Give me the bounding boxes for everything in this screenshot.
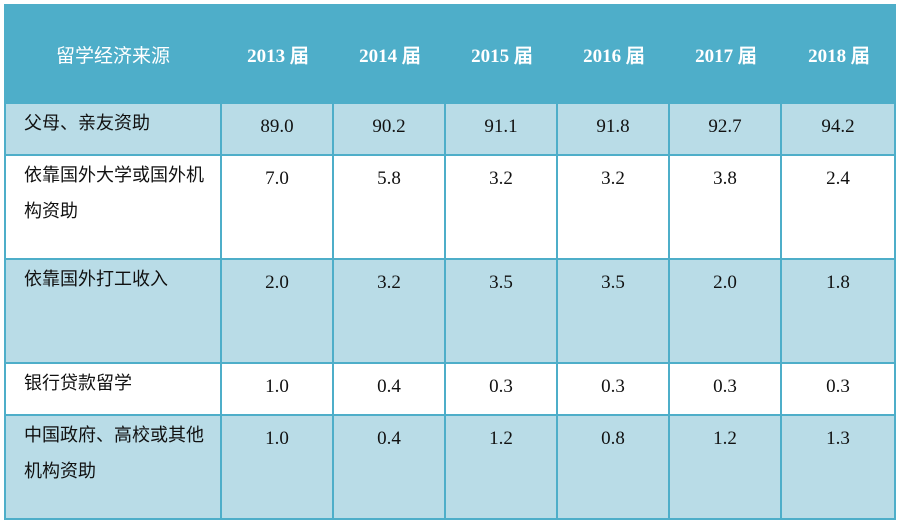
table-cell: 2.0: [222, 260, 334, 364]
table-cell: 1.8: [782, 260, 896, 364]
table-cell: 5.8: [334, 156, 446, 260]
table-cell: 92.7: [670, 104, 782, 156]
header-row: 留学经济来源 2013 届 2014 届 2015 届 2016 届 2017 …: [4, 4, 896, 104]
table-cell: 1.3: [782, 416, 896, 520]
row-label: 依靠国外打工收入: [4, 260, 222, 364]
table-cell: 3.5: [558, 260, 670, 364]
table-row: 中国政府、高校或其他机构资助 1.0 0.4 1.2 0.8 1.2 1.3: [4, 416, 896, 520]
header-year-2015: 2015 届: [446, 4, 558, 104]
table-cell: 3.8: [670, 156, 782, 260]
table-cell: 3.2: [446, 156, 558, 260]
table-cell: 1.2: [670, 416, 782, 520]
table-cell: 2.0: [670, 260, 782, 364]
row-label: 依靠国外大学或国外机构资助: [4, 156, 222, 260]
header-source: 留学经济来源: [4, 4, 222, 104]
table-cell: 0.3: [670, 364, 782, 416]
row-label: 银行贷款留学: [4, 364, 222, 416]
table-cell: 2.4: [782, 156, 896, 260]
row-label: 中国政府、高校或其他机构资助: [4, 416, 222, 520]
table-cell: 91.1: [446, 104, 558, 156]
table-cell: 7.0: [222, 156, 334, 260]
table-cell: 1.2: [446, 416, 558, 520]
row-label: 父母、亲友资助: [4, 104, 222, 156]
table-cell: 0.4: [334, 364, 446, 416]
funding-source-table: 留学经济来源 2013 届 2014 届 2015 届 2016 届 2017 …: [4, 4, 896, 520]
table-cell: 1.0: [222, 416, 334, 520]
header-year-2014: 2014 届: [334, 4, 446, 104]
table-cell: 0.3: [446, 364, 558, 416]
table-cell: 3.2: [334, 260, 446, 364]
table-cell: 89.0: [222, 104, 334, 156]
table-cell: 1.0: [222, 364, 334, 416]
table-cell: 0.3: [782, 364, 896, 416]
table-row: 依靠国外大学或国外机构资助 7.0 5.8 3.2 3.2 3.8 2.4: [4, 156, 896, 260]
table-cell: 3.2: [558, 156, 670, 260]
table-cell: 91.8: [558, 104, 670, 156]
table-cell: 0.4: [334, 416, 446, 520]
table-cell: 94.2: [782, 104, 896, 156]
funding-source-table-container: 留学经济来源 2013 届 2014 届 2015 届 2016 届 2017 …: [4, 4, 896, 520]
header-year-2017: 2017 届: [670, 4, 782, 104]
table-row: 依靠国外打工收入 2.0 3.2 3.5 3.5 2.0 1.8: [4, 260, 896, 364]
table-row: 父母、亲友资助 89.0 90.2 91.1 91.8 92.7 94.2: [4, 104, 896, 156]
table-cell: 3.5: [446, 260, 558, 364]
header-year-2016: 2016 届: [558, 4, 670, 104]
table-cell: 0.3: [558, 364, 670, 416]
header-year-2018: 2018 届: [782, 4, 896, 104]
header-year-2013: 2013 届: [222, 4, 334, 104]
table-cell: 90.2: [334, 104, 446, 156]
table-cell: 0.8: [558, 416, 670, 520]
table-row: 银行贷款留学 1.0 0.4 0.3 0.3 0.3 0.3: [4, 364, 896, 416]
